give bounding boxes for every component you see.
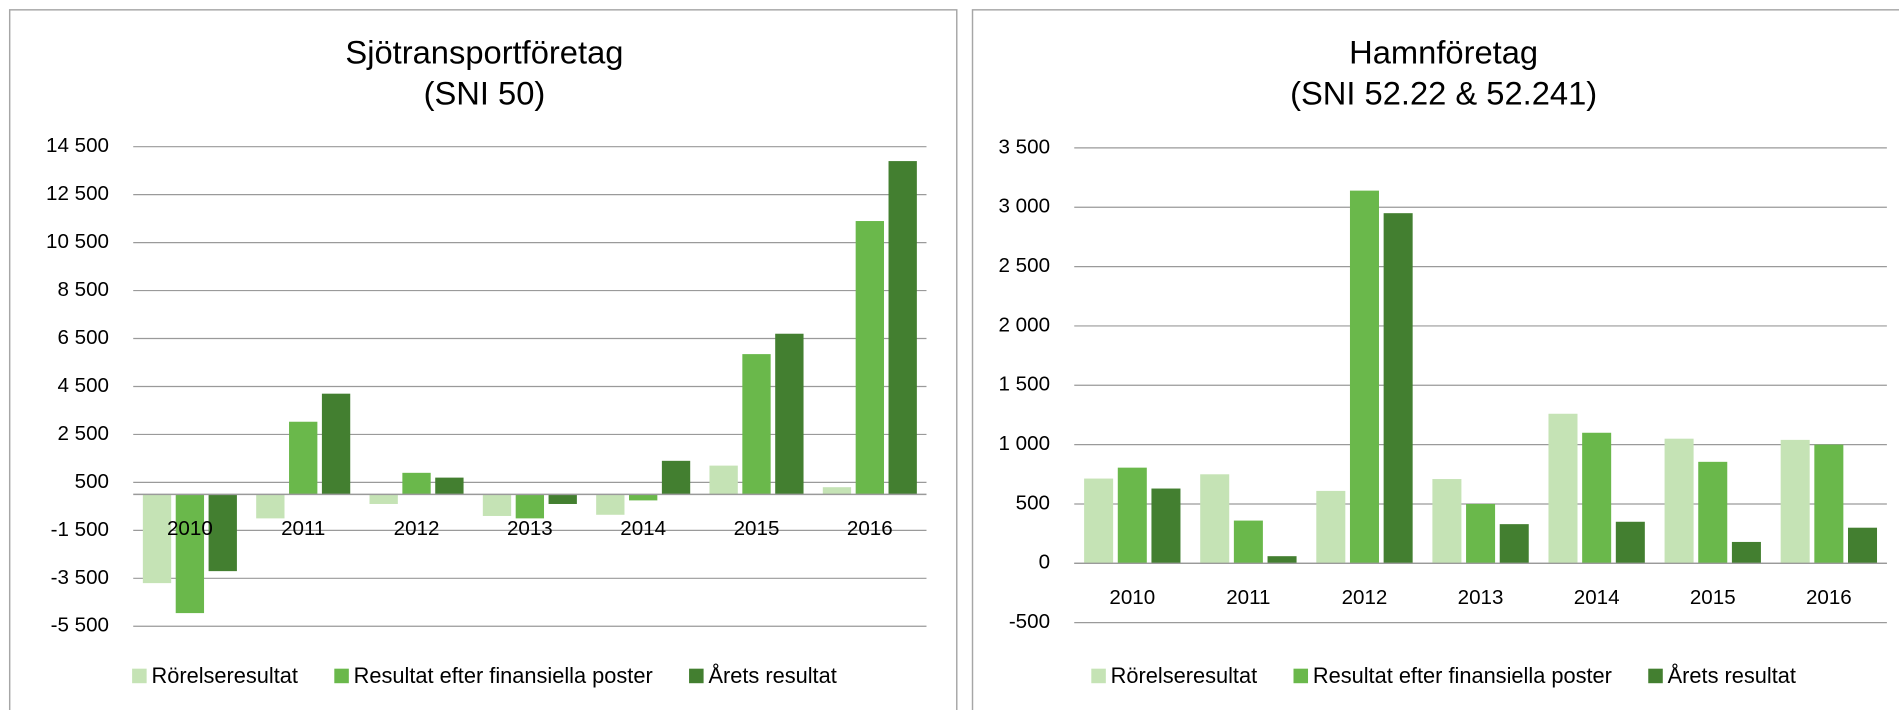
x-tick-label: 2011	[1226, 586, 1270, 609]
y-tick-label: 14 500	[46, 134, 109, 157]
bar	[1582, 432, 1612, 564]
y-tick-label: 2 000	[999, 313, 1050, 336]
bar	[1814, 444, 1844, 564]
x-tick-label: 2010	[167, 517, 213, 540]
y-tick-label: 8 500	[57, 278, 109, 301]
bar	[515, 494, 545, 519]
bar	[1233, 520, 1263, 564]
bar	[402, 472, 431, 495]
legend-swatch	[132, 668, 147, 684]
bar	[548, 494, 577, 504]
bar	[1698, 461, 1728, 564]
panel	[8, 9, 958, 710]
bar	[775, 333, 804, 495]
y-tick-label: 2 500	[57, 422, 109, 445]
panel	[971, 9, 1899, 710]
y-tick-label: -500	[1009, 610, 1050, 633]
bar	[482, 494, 512, 516]
y-tick-label: 500	[75, 470, 109, 493]
bar	[1615, 521, 1645, 564]
bar	[1349, 190, 1379, 564]
x-tick-label: 2016	[1806, 586, 1852, 609]
bar	[1847, 527, 1878, 564]
bar	[208, 494, 237, 572]
x-tick-label: 2013	[1458, 586, 1504, 609]
bar	[1383, 213, 1413, 564]
legend-swatch	[1648, 668, 1663, 684]
legend-label: Årets resultat	[1668, 663, 1796, 688]
legend-label: Resultat efter finansiella poster	[354, 663, 653, 688]
bar	[709, 465, 738, 495]
legend-swatch	[1091, 668, 1106, 684]
chart-subtitle: (SNI 50)	[424, 74, 546, 111]
bar	[321, 393, 351, 495]
bar	[596, 494, 625, 515]
bar	[1499, 524, 1529, 564]
bar	[661, 460, 691, 495]
bar	[822, 487, 852, 495]
bar	[256, 494, 285, 519]
bar	[369, 494, 398, 504]
chart-title: Hamnföretag	[1349, 33, 1538, 70]
y-tick-label: 1 500	[999, 373, 1050, 396]
x-tick-label: 2014	[620, 517, 666, 540]
y-tick-label: -1 500	[51, 518, 109, 541]
bar	[1267, 556, 1297, 564]
bar	[1151, 488, 1181, 564]
y-tick-label: 3 500	[999, 135, 1050, 158]
y-tick-label: -3 500	[51, 566, 109, 589]
legend-label: Resultat efter finansiella poster	[1313, 663, 1612, 688]
x-tick-label: 2015	[1690, 586, 1736, 609]
y-tick-label: 4 500	[57, 374, 109, 397]
bar	[1664, 438, 1694, 564]
bar	[142, 494, 172, 584]
bar	[1200, 474, 1230, 564]
x-tick-label: 2016	[847, 517, 893, 540]
chart-subtitle: (SNI 52.22 & 52.241)	[1290, 74, 1597, 111]
x-tick-label: 2012	[1342, 586, 1388, 609]
bar	[1780, 439, 1810, 564]
y-tick-label: 0	[1039, 551, 1050, 574]
bar	[742, 354, 771, 495]
chart-title: Sjötransportföretag	[345, 33, 623, 70]
y-tick-label: 1 000	[999, 432, 1050, 455]
x-tick-label: 2010	[1109, 586, 1155, 609]
y-tick-label: -5 500	[51, 614, 109, 637]
bar	[1316, 490, 1346, 564]
legend-swatch	[334, 668, 349, 684]
bar	[175, 494, 205, 614]
bar	[1548, 413, 1578, 564]
y-tick-label: 10 500	[46, 230, 109, 253]
legend-swatch	[1293, 668, 1309, 684]
x-tick-label: 2011	[281, 517, 325, 540]
bar	[1084, 478, 1114, 564]
legend-label: Rörelseresultat	[151, 663, 297, 688]
x-tick-label: 2012	[394, 517, 440, 540]
y-tick-label: 12 500	[46, 182, 109, 205]
bar	[888, 161, 917, 495]
legend-label: Årets resultat	[708, 663, 836, 688]
bar	[1432, 479, 1462, 564]
bar	[1117, 467, 1147, 564]
bar	[289, 421, 318, 495]
bar	[1731, 541, 1761, 564]
y-tick-label: 3 000	[999, 195, 1050, 218]
bar	[1466, 503, 1496, 564]
x-tick-label: 2013	[507, 517, 553, 540]
x-tick-label: 2015	[734, 517, 780, 540]
legend-swatch	[689, 668, 704, 684]
y-tick-label: 500	[1016, 491, 1050, 514]
bar	[855, 221, 884, 495]
legend-label: Rörelseresultat	[1111, 663, 1257, 688]
bar	[629, 494, 658, 501]
y-tick-label: 6 500	[57, 326, 109, 349]
y-tick-label: 2 500	[999, 254, 1050, 277]
bar	[435, 477, 464, 495]
x-tick-label: 2014	[1574, 586, 1620, 609]
